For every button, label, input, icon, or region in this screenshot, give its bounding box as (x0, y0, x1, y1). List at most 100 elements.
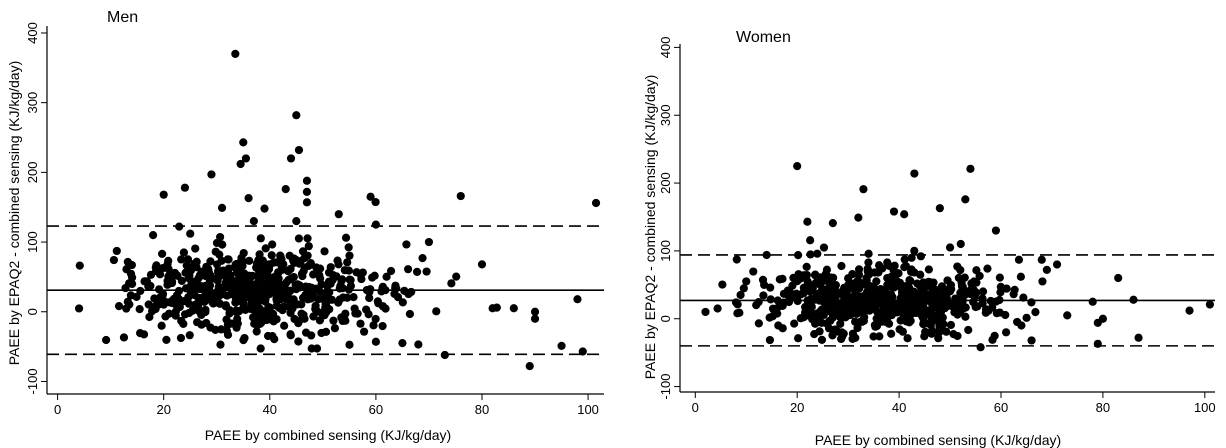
data-point (258, 287, 267, 296)
data-point (203, 266, 212, 275)
data-point (806, 236, 815, 245)
data-point (156, 293, 165, 302)
data-point (892, 276, 901, 285)
data-point (119, 333, 129, 342)
data-point (978, 287, 988, 296)
data-point (325, 305, 334, 314)
y-tick-label: 100 (25, 231, 40, 253)
data-point (718, 280, 727, 289)
data-point (179, 248, 189, 257)
data-point (424, 237, 434, 247)
data-point (304, 242, 313, 251)
data-point (170, 268, 180, 278)
data-point (398, 298, 407, 307)
data-point (829, 291, 838, 300)
data-point (343, 258, 352, 267)
data-point (233, 297, 242, 306)
data-point (1001, 328, 1011, 337)
data-point (292, 217, 301, 226)
data-point (273, 268, 283, 277)
data-point (961, 195, 970, 204)
data-point (774, 321, 783, 330)
data-point (414, 340, 423, 349)
data-point (382, 272, 391, 281)
data-point (1042, 265, 1051, 274)
data-point (810, 295, 819, 304)
data-point (276, 295, 285, 304)
data-point (175, 302, 184, 312)
data-point (157, 321, 166, 330)
data-point (307, 344, 316, 353)
x-tick-label: 0 (54, 402, 61, 417)
data-point (488, 304, 497, 313)
data-point (900, 210, 909, 219)
data-point (315, 316, 324, 325)
data-point (802, 262, 811, 271)
x-tick-label: 60 (369, 402, 383, 417)
data-point (964, 325, 973, 335)
data-point (252, 327, 261, 336)
data-point (241, 154, 251, 163)
data-point (306, 258, 315, 268)
men-panel: Men PAEE by combined sensing (KJ/kg/day)… (6, 9, 604, 443)
data-point (864, 258, 873, 267)
data-point (853, 323, 862, 333)
data-point (945, 243, 955, 252)
data-point (828, 313, 837, 322)
data-point (217, 203, 227, 213)
x-tick-label: 100 (1194, 400, 1216, 415)
data-point (796, 314, 805, 323)
data-point (910, 268, 919, 277)
data-point (838, 313, 847, 322)
data-point (74, 304, 84, 313)
data-point (391, 281, 400, 290)
men-x-axis-label: PAEE by combined sensing (KJ/kg/day) (205, 427, 451, 443)
x-tick-label: 20 (790, 400, 804, 415)
data-point (280, 321, 289, 330)
data-point (309, 270, 318, 279)
data-point (216, 340, 225, 349)
data-point (148, 230, 158, 240)
data-point (298, 314, 307, 323)
data-point (890, 261, 899, 270)
data-point (386, 266, 396, 276)
data-point (317, 308, 326, 318)
data-point (837, 261, 846, 271)
data-point (794, 251, 803, 260)
data-point (924, 265, 933, 274)
data-point (860, 313, 869, 322)
data-point (302, 176, 312, 185)
data-point (195, 272, 204, 281)
women-title: Women (736, 29, 791, 46)
data-point (456, 191, 465, 201)
data-point (403, 265, 413, 274)
data-point (154, 285, 164, 294)
women-y-axis-label: PAEE by EPAQ2 - combined sensing (KJ/kg/… (642, 75, 658, 380)
data-point (359, 327, 369, 336)
data-point (766, 295, 775, 304)
data-point (815, 327, 824, 336)
data-point (916, 252, 925, 261)
data-point (749, 267, 758, 276)
data-point (905, 276, 914, 285)
data-point (405, 309, 415, 319)
data-point (1205, 300, 1215, 309)
data-point (1019, 293, 1028, 302)
data-point (136, 328, 145, 338)
data-point (75, 261, 84, 270)
data-point (398, 339, 407, 348)
data-point (881, 296, 890, 305)
data-point (252, 263, 261, 272)
data-point (759, 291, 768, 300)
data-point (573, 295, 582, 304)
data-point (324, 288, 333, 298)
data-point (854, 270, 863, 279)
data-point (953, 331, 962, 341)
data-point (220, 270, 229, 280)
data-point (286, 154, 296, 163)
data-point (344, 285, 353, 294)
data-point (910, 169, 919, 178)
data-point (127, 260, 136, 270)
data-point (942, 327, 951, 336)
